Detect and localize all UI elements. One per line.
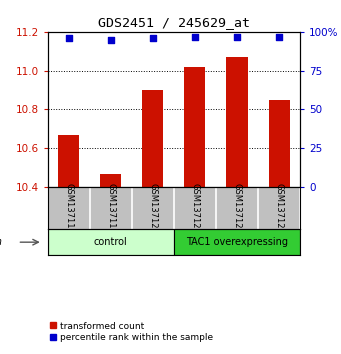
Bar xyxy=(226,57,248,187)
Point xyxy=(192,34,198,39)
Point xyxy=(108,37,114,42)
Bar xyxy=(184,67,205,187)
Point xyxy=(66,35,72,41)
Text: GSM137118: GSM137118 xyxy=(64,183,73,234)
Text: control: control xyxy=(94,237,128,247)
Bar xyxy=(58,135,79,187)
Bar xyxy=(142,90,163,187)
Point xyxy=(234,34,240,39)
Text: GSM137120: GSM137120 xyxy=(148,183,158,234)
Point xyxy=(150,35,155,41)
Text: GSM137121: GSM137121 xyxy=(190,183,199,234)
Point xyxy=(276,34,282,39)
Text: GSM137123: GSM137123 xyxy=(275,183,284,234)
Bar xyxy=(268,100,290,187)
Title: GDS2451 / 245629_at: GDS2451 / 245629_at xyxy=(98,16,250,29)
Bar xyxy=(48,229,174,255)
Text: strain: strain xyxy=(0,237,2,247)
Text: GSM137119: GSM137119 xyxy=(106,183,115,234)
Text: GSM137122: GSM137122 xyxy=(233,183,241,234)
Text: TAC1 overexpressing: TAC1 overexpressing xyxy=(186,237,288,247)
Bar xyxy=(100,173,121,187)
Legend: transformed count, percentile rank within the sample: transformed count, percentile rank withi… xyxy=(45,318,217,346)
Bar xyxy=(174,229,300,255)
